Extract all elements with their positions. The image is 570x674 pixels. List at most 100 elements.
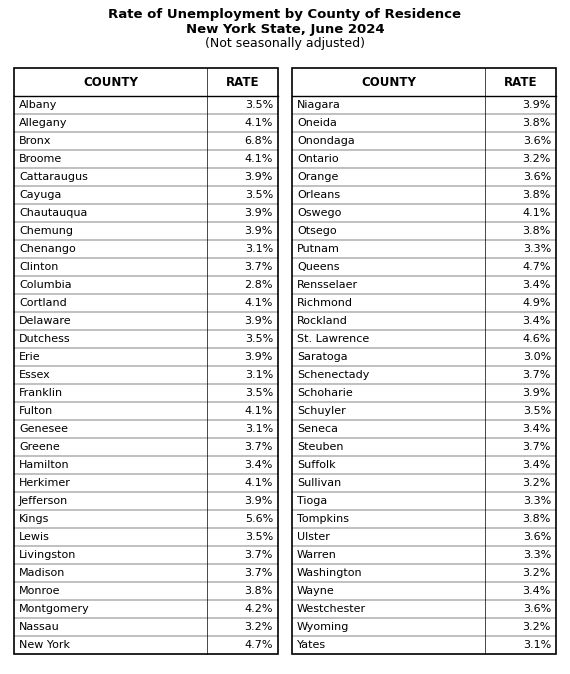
Text: Queens: Queens xyxy=(297,262,340,272)
Text: Broome: Broome xyxy=(19,154,62,164)
Text: 5.6%: 5.6% xyxy=(245,514,273,524)
Text: Essex: Essex xyxy=(19,370,51,380)
Text: 3.7%: 3.7% xyxy=(523,442,551,452)
Text: Tompkins: Tompkins xyxy=(297,514,349,524)
Text: 4.7%: 4.7% xyxy=(523,262,551,272)
Text: Chautauqua: Chautauqua xyxy=(19,208,87,218)
Text: 3.0%: 3.0% xyxy=(523,352,551,362)
Text: 3.9%: 3.9% xyxy=(523,388,551,398)
Text: 3.7%: 3.7% xyxy=(245,442,273,452)
Text: 4.1%: 4.1% xyxy=(245,298,273,308)
Text: 3.5%: 3.5% xyxy=(245,100,273,110)
Text: Suffolk: Suffolk xyxy=(297,460,336,470)
Text: 4.1%: 4.1% xyxy=(245,118,273,128)
Text: Greene: Greene xyxy=(19,442,60,452)
Text: Jefferson: Jefferson xyxy=(19,496,68,506)
Text: 6.8%: 6.8% xyxy=(245,136,273,146)
Text: Rensselaer: Rensselaer xyxy=(297,280,358,290)
Text: Monroe: Monroe xyxy=(19,586,60,596)
Text: 4.1%: 4.1% xyxy=(245,154,273,164)
Text: 4.1%: 4.1% xyxy=(523,208,551,218)
Text: 3.1%: 3.1% xyxy=(245,370,273,380)
Text: Ulster: Ulster xyxy=(297,532,330,542)
Text: Saratoga: Saratoga xyxy=(297,352,348,362)
Text: Oswego: Oswego xyxy=(297,208,341,218)
Text: 4.2%: 4.2% xyxy=(245,604,273,614)
Text: Cayuga: Cayuga xyxy=(19,190,62,200)
Text: Erie: Erie xyxy=(19,352,40,362)
Text: 4.1%: 4.1% xyxy=(245,478,273,488)
Text: 3.7%: 3.7% xyxy=(245,550,273,560)
Text: 3.7%: 3.7% xyxy=(523,370,551,380)
Text: Cattaraugus: Cattaraugus xyxy=(19,172,88,182)
Text: 3.5%: 3.5% xyxy=(245,190,273,200)
Text: Otsego: Otsego xyxy=(297,226,337,236)
Text: COUNTY: COUNTY xyxy=(361,75,416,88)
Text: RATE: RATE xyxy=(504,75,537,88)
Text: Niagara: Niagara xyxy=(297,100,341,110)
Text: St. Lawrence: St. Lawrence xyxy=(297,334,369,344)
Text: Westchester: Westchester xyxy=(297,604,366,614)
Bar xyxy=(14,68,278,654)
Text: (Not seasonally adjusted): (Not seasonally adjusted) xyxy=(205,37,365,50)
Text: 4.6%: 4.6% xyxy=(523,334,551,344)
Text: COUNTY: COUNTY xyxy=(83,75,138,88)
Text: Washington: Washington xyxy=(297,568,363,578)
Text: Franklin: Franklin xyxy=(19,388,63,398)
Text: Schuyler: Schuyler xyxy=(297,406,346,416)
Text: 3.4%: 3.4% xyxy=(523,586,551,596)
Text: Schoharie: Schoharie xyxy=(297,388,353,398)
Text: 4.1%: 4.1% xyxy=(245,406,273,416)
Text: 3.5%: 3.5% xyxy=(245,334,273,344)
Text: Nassau: Nassau xyxy=(19,622,60,632)
Text: 3.9%: 3.9% xyxy=(245,496,273,506)
Text: 3.5%: 3.5% xyxy=(245,388,273,398)
Text: Rockland: Rockland xyxy=(297,316,348,326)
Text: 4.7%: 4.7% xyxy=(245,640,273,650)
Text: 3.5%: 3.5% xyxy=(245,532,273,542)
Text: 3.7%: 3.7% xyxy=(245,568,273,578)
Text: 3.8%: 3.8% xyxy=(523,190,551,200)
Text: Warren: Warren xyxy=(297,550,337,560)
Text: 3.9%: 3.9% xyxy=(245,208,273,218)
Text: 3.2%: 3.2% xyxy=(523,622,551,632)
Text: 2.8%: 2.8% xyxy=(245,280,273,290)
Text: Herkimer: Herkimer xyxy=(19,478,71,488)
Text: Steuben: Steuben xyxy=(297,442,344,452)
Text: 3.3%: 3.3% xyxy=(523,496,551,506)
Text: Clinton: Clinton xyxy=(19,262,58,272)
Text: 3.2%: 3.2% xyxy=(523,154,551,164)
Text: Madison: Madison xyxy=(19,568,66,578)
Text: Dutchess: Dutchess xyxy=(19,334,71,344)
Text: Oneida: Oneida xyxy=(297,118,337,128)
Text: Orleans: Orleans xyxy=(297,190,340,200)
Text: Onondaga: Onondaga xyxy=(297,136,355,146)
Text: 3.9%: 3.9% xyxy=(523,100,551,110)
Text: Wayne: Wayne xyxy=(297,586,335,596)
Text: Schenectady: Schenectady xyxy=(297,370,369,380)
Text: Genesee: Genesee xyxy=(19,424,68,434)
Text: 3.8%: 3.8% xyxy=(245,586,273,596)
Text: 3.6%: 3.6% xyxy=(523,136,551,146)
Text: 3.1%: 3.1% xyxy=(245,424,273,434)
Text: 3.9%: 3.9% xyxy=(245,316,273,326)
Text: RATE: RATE xyxy=(226,75,259,88)
Text: Chemung: Chemung xyxy=(19,226,73,236)
Text: 3.3%: 3.3% xyxy=(523,550,551,560)
Text: 4.9%: 4.9% xyxy=(523,298,551,308)
Text: Putnam: Putnam xyxy=(297,244,340,254)
Text: Livingston: Livingston xyxy=(19,550,76,560)
Text: 3.9%: 3.9% xyxy=(245,352,273,362)
Text: Montgomery: Montgomery xyxy=(19,604,89,614)
Text: 3.4%: 3.4% xyxy=(523,460,551,470)
Text: Lewis: Lewis xyxy=(19,532,50,542)
Text: Hamilton: Hamilton xyxy=(19,460,70,470)
Text: Cortland: Cortland xyxy=(19,298,67,308)
Text: 3.7%: 3.7% xyxy=(245,262,273,272)
Text: 3.9%: 3.9% xyxy=(245,226,273,236)
Text: Sullivan: Sullivan xyxy=(297,478,341,488)
Text: Albany: Albany xyxy=(19,100,58,110)
Text: Columbia: Columbia xyxy=(19,280,72,290)
Text: 3.2%: 3.2% xyxy=(245,622,273,632)
Text: 3.6%: 3.6% xyxy=(523,172,551,182)
